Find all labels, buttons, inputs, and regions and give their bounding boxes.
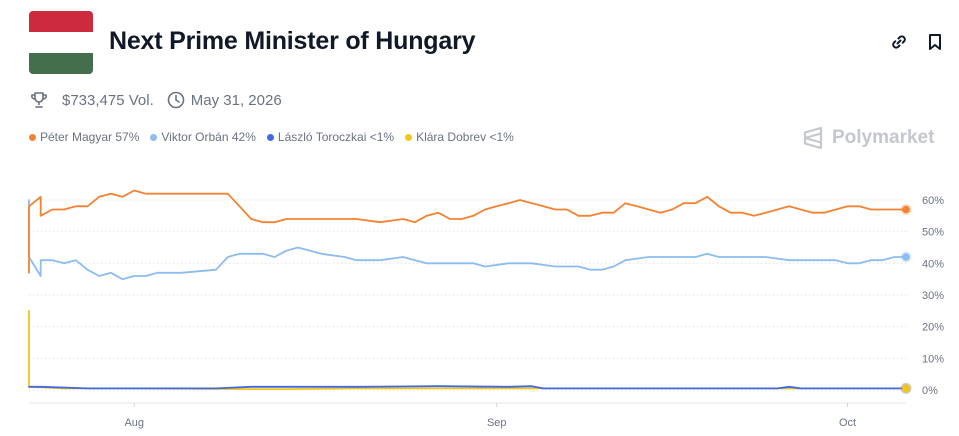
y-tick-label: 40% (922, 258, 944, 270)
legend-label: Péter Magyar 57% (40, 130, 140, 144)
legend-dot (150, 133, 158, 141)
series-line-peter-magyar (28, 189, 907, 274)
end-date-text: May 31, 2026 (190, 91, 282, 109)
endpoint-marker-viktor-orban[interactable] (902, 253, 910, 261)
legend-dot (405, 133, 413, 141)
legend-item-laszlo-toroczkai: László Toroczkai <1% (266, 130, 395, 144)
series-line-klara-dobrev (28, 309, 907, 390)
legend-label: László Toroczkai <1% (277, 130, 395, 144)
flag-stripe-green (29, 53, 93, 74)
series-line-laszlo-toroczkai (28, 385, 907, 390)
x-tick-label: Aug (124, 417, 144, 429)
flag-stripe-red (29, 11, 93, 32)
endpoint-marker-klara-dobrev[interactable] (902, 384, 910, 393)
y-tick-label: 20% (922, 322, 944, 334)
brand-name: Polymarket (832, 127, 935, 148)
endpoint-marker-peter-magyar[interactable] (902, 205, 910, 214)
y-tick-label: 10% (922, 353, 944, 365)
chart-legend: Péter Magyar 57% Viktor Orbán 42% László… (29, 130, 525, 144)
y-tick-label: 30% (922, 290, 944, 302)
legend-dot (266, 133, 274, 141)
polymarket-watermark: Polymarket (802, 126, 934, 150)
hungary-flag (29, 11, 93, 74)
x-tick-label: Oct (839, 417, 856, 429)
y-tick-label: 60% (922, 195, 944, 207)
legend-label: Viktor Orbán 42% (161, 130, 256, 144)
y-tick-label: 50% (922, 227, 944, 239)
volume-text: $733,475 Vol. (62, 91, 154, 109)
legend-label: Klára Dobrev <1% (416, 130, 514, 144)
legend-item-viktor-orban: Viktor Orbán 42% (150, 130, 256, 144)
polymarket-logo-icon (803, 126, 823, 150)
market-title: Next Prime Minister of Hungary (109, 27, 476, 55)
y-tick-label: 0% (922, 385, 938, 397)
clock-icon (166, 90, 186, 110)
x-tick-label: Sep (487, 417, 507, 429)
trophy-icon (29, 90, 49, 110)
bookmark-icon[interactable] (925, 32, 945, 52)
market-meta: $733,475 Vol. May 31, 2026 (29, 90, 282, 110)
link-icon[interactable] (889, 32, 909, 52)
legend-item-peter-magyar: Péter Magyar 57% (29, 130, 139, 144)
legend-dot (29, 133, 36, 141)
series-line-viktor-orban (28, 199, 907, 281)
flag-stripe-white (29, 32, 93, 53)
legend-item-klara-dobrev: Klára Dobrev <1% (405, 130, 514, 144)
